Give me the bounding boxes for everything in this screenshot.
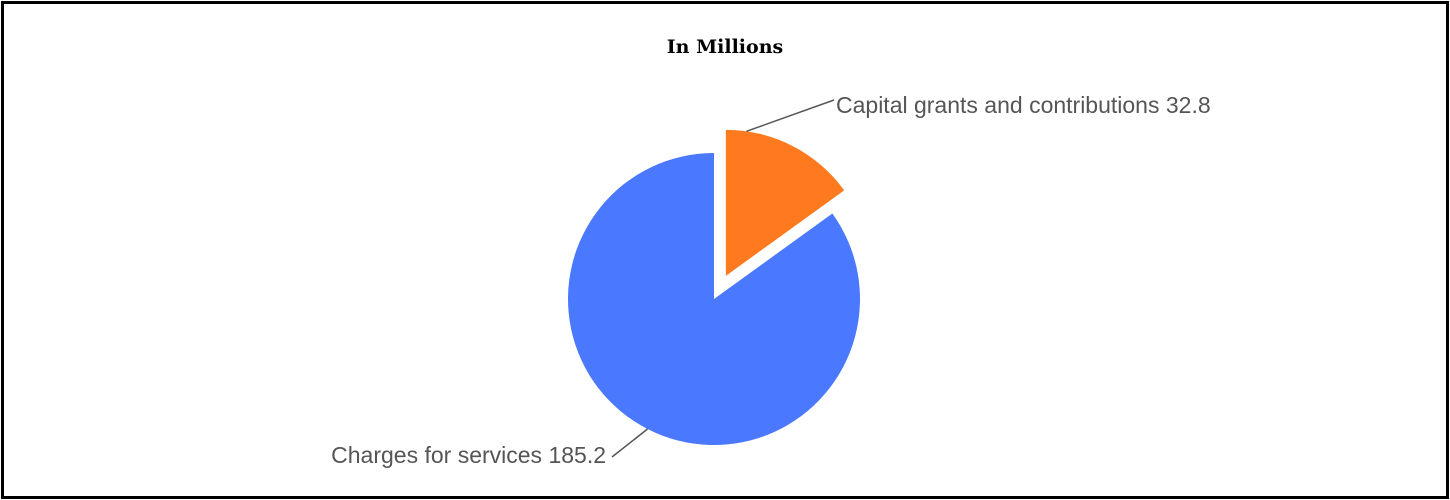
chart-title: In Millions: [666, 36, 784, 58]
pie-chart: Charges for services 185.2 Capital grants…: [331, 92, 1211, 468]
leader-line: [746, 99, 835, 133]
data-label: Capital grants and contributions 32.8: [836, 92, 1211, 118]
data-label: Charges for services 185.2: [331, 442, 606, 468]
pie-slice-capital-grants-and-contributions: [725, 129, 845, 276]
leader-line: [611, 428, 648, 458]
pie-slice-charges-for-services: [568, 153, 860, 445]
